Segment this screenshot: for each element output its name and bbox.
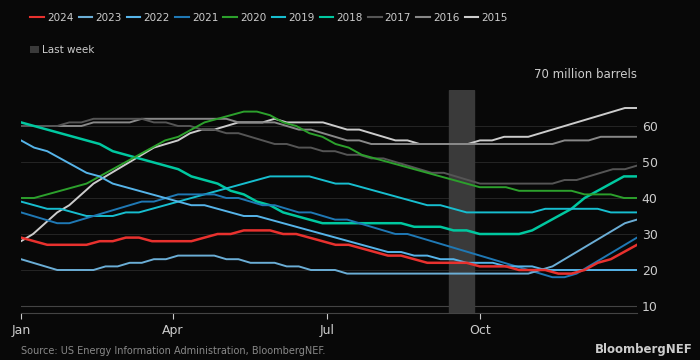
Text: BloombergNEF: BloombergNEF [595,343,693,356]
Text: Source: US Energy Information Administration, BloombergNEF.: Source: US Energy Information Administra… [21,346,326,356]
Text: 70 million barrels: 70 million barrels [534,68,637,81]
Legend: 2024, 2023, 2022, 2021, 2020, 2019, 2018, 2017, 2016, 2015: 2024, 2023, 2022, 2021, 2020, 2019, 2018… [26,9,512,27]
Bar [449,90,474,313]
Legend: Last week: Last week [26,41,99,59]
